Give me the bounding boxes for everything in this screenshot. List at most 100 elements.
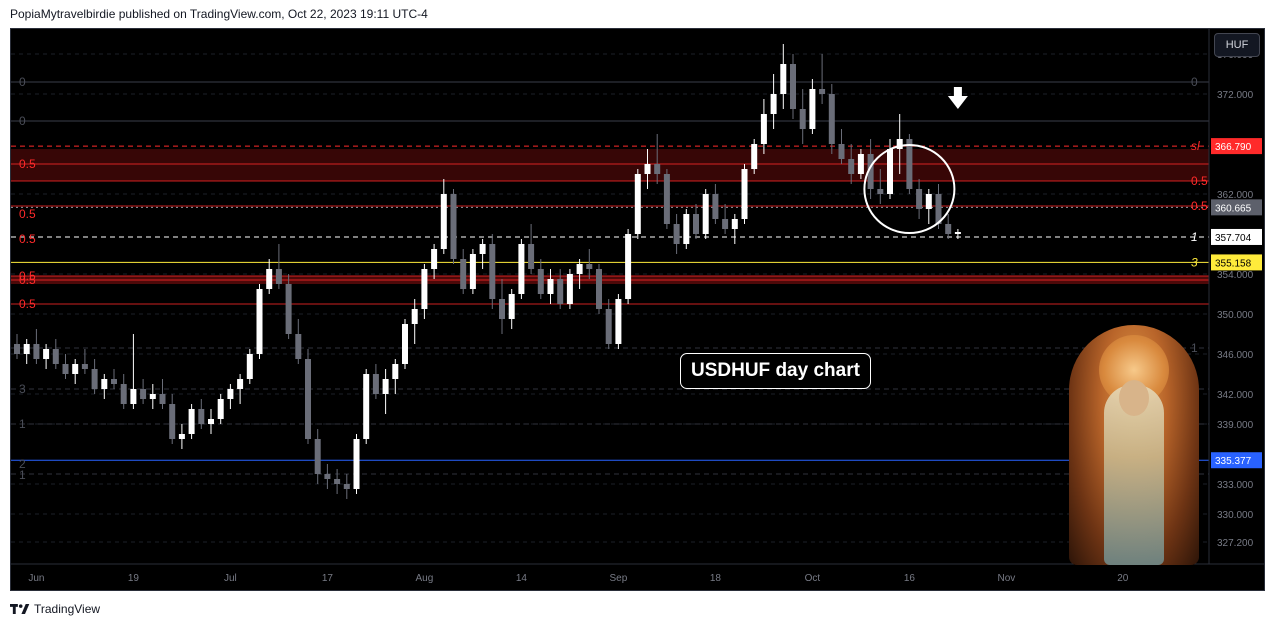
down-arrow-icon [947,87,968,109]
fib-label: 1 [19,468,26,482]
candle-body [896,139,903,149]
candle-body [906,139,913,189]
price-tick-label: 327.200 [1217,538,1254,549]
candle-body [790,64,796,109]
grid-lines [11,53,1209,543]
price-tag [1211,138,1262,155]
candle-body [848,159,855,174]
candle-body [838,144,845,159]
price-tick-label: 342.000 [1217,390,1254,401]
candle-body [615,299,622,344]
fib-label: 0.5 [19,297,36,311]
candle-body [450,194,457,259]
candle-body [479,244,486,254]
candle-body [673,224,680,244]
candle-body [295,334,302,359]
candle-body [43,349,50,359]
price-tick-label: 350.000 [1217,310,1254,321]
time-tick-label: 17 [322,573,334,584]
time-tick-label: Jul [224,573,237,584]
price-tag-label: 366.790 [1215,142,1252,153]
published-header: PopiaMytravelbirdie published on Trading… [10,7,428,21]
candle-body [702,194,709,234]
candle-body [499,299,505,319]
price-tag-label: 355.158 [1215,258,1252,269]
candle-body [392,364,399,379]
candle-body [557,279,564,304]
price-tick-label: 362.000 [1217,190,1254,201]
highlight-circle [863,144,956,234]
time-tick-label: Nov [998,573,1016,584]
candle-body [305,359,311,439]
candle-body [605,309,612,344]
candle-body [770,94,777,114]
chart-frame[interactable]: sl 366.790 360.665 1 357.704 3 355.158 3 335.377… [10,28,1265,591]
footer-brand: TradingView [34,602,101,616]
fib-label: 2 [19,457,26,471]
candle-body [440,194,447,249]
candles [14,44,961,499]
candle-body [198,409,205,424]
fib-label: 0 [19,114,26,128]
currency-button[interactable]: HUF [1214,33,1260,57]
candle-body [799,109,806,129]
price-tag [1211,228,1262,245]
candle-body [149,394,156,399]
candle-body [925,194,932,209]
time-tick-label: Oct [805,573,821,584]
portrait-head [1119,380,1149,416]
candle-body [867,154,874,189]
fib-label: 0.5 [19,273,36,287]
time-tick-label: 19 [128,573,140,584]
candle-body [120,384,127,404]
candle-body [275,269,282,284]
candle-body [751,144,758,169]
price-tick-label: 372.000 [1217,90,1254,101]
price-chart[interactable]: sl 366.790 360.665 1 357.704 3 355.158 3 335.377… [11,29,1264,590]
candle-body [760,114,767,144]
time-tick-label: 14 [516,573,528,584]
price-tag [1211,254,1262,271]
candle-body [188,409,195,434]
candle-body [343,484,350,489]
candle-body [266,269,273,289]
price-levels: sl 366.790 360.665 1 357.704 3 355.158 3 335.377 [11,138,1262,469]
candle-body [634,174,641,234]
candle-body [731,219,738,229]
candle-body [72,364,79,374]
candle-body [353,439,360,489]
price-tag-label: 335.377 [1215,456,1252,467]
chart-annotation: USDHUF day chart [680,353,871,389]
candle-body [741,169,748,219]
fib-label: 1 [1191,341,1198,355]
price-tick-label: 354.000 [1217,270,1254,281]
price-tag-label: 357.704 [1215,233,1252,244]
price-tick-label: 333.000 [1217,480,1254,491]
fib-label: 0.5 [19,157,36,171]
price-tag-label: 360.665 [1215,203,1252,214]
candle-body [246,354,253,379]
candle-body [33,344,40,359]
candle-body [52,349,59,364]
candle-body [178,434,185,439]
candle-body [528,244,535,269]
candle-body [935,194,942,224]
time-tick-label: Sep [610,573,628,584]
candle-body [828,94,835,144]
candle-body [916,189,923,209]
candle-body [237,379,244,389]
candle-body [140,389,147,399]
time-tick-label: 16 [904,573,916,584]
fib-zone [11,149,1209,181]
candle-body [101,379,108,389]
candle-body [877,189,884,194]
candle-body [596,269,602,309]
candle-body [954,232,961,234]
price-tick-label: 330.000 [1217,510,1254,521]
fib-label: 1 [19,417,26,431]
candle-body [334,479,341,484]
candle-body [712,194,719,219]
candle-body [324,474,331,479]
candle-body [460,259,467,289]
